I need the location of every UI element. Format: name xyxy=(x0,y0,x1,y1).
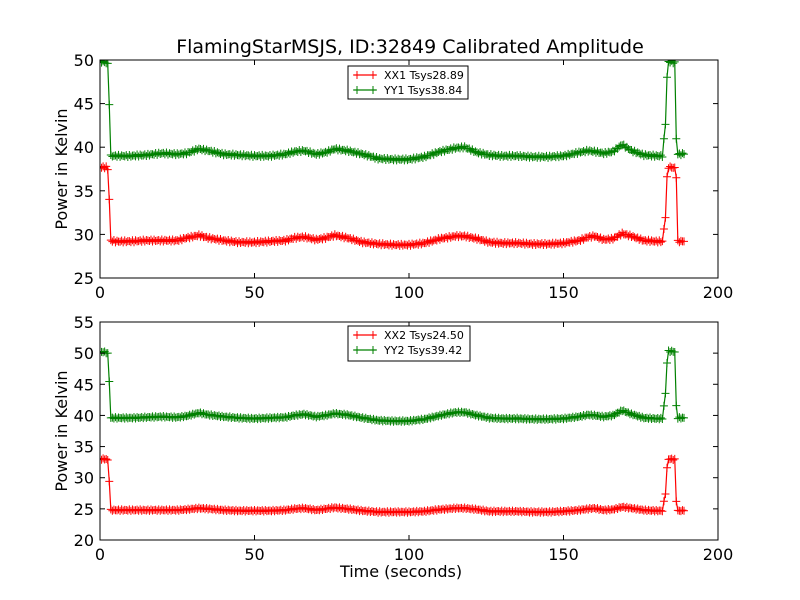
y-tick-label: 55 xyxy=(74,313,94,332)
chart-title: FlamingStarMSJS, ID:32849 Calibrated Amp… xyxy=(176,36,644,58)
series-markers xyxy=(100,60,689,165)
series-2-1 xyxy=(100,454,689,517)
legend-box xyxy=(347,325,471,362)
y-tick-label: 35 xyxy=(74,438,94,457)
legend: XX2 Tsys24.50 YY2 Tsys39.42 xyxy=(347,325,471,362)
x-tick-label: 200 xyxy=(703,545,734,564)
y-tick-label: 25 xyxy=(74,269,94,288)
x-tick-label: 0 xyxy=(95,283,105,302)
legend-box xyxy=(347,65,469,100)
y-tick-label: 20 xyxy=(74,531,94,550)
series-1-2 xyxy=(100,60,689,165)
x-axis-label: Time (seconds) xyxy=(339,562,462,581)
x-tick-label: 150 xyxy=(548,545,579,564)
x-tick-label: 200 xyxy=(703,283,734,302)
y-tick-label: 40 xyxy=(74,138,94,157)
y-tick-label: 50 xyxy=(74,51,94,70)
legend-entry-label: YY1 Tsys38.84 xyxy=(383,84,462,97)
legend-swatch-marker xyxy=(353,86,377,94)
legend-entry-label: XX2 Tsys24.50 xyxy=(384,329,464,342)
x-tick-label: 100 xyxy=(394,283,425,302)
subplot-2: 0 50 100 150 200 20 25 30 35 40 45 50 55 Power in Kel… xyxy=(52,313,733,581)
series-markers xyxy=(100,346,689,426)
y-tick-label: 40 xyxy=(74,406,94,425)
legend-swatch-marker xyxy=(353,71,377,79)
series-line xyxy=(100,457,685,514)
legend-entry-label: YY2 Tsys39.42 xyxy=(383,344,462,357)
y-tick-label: 30 xyxy=(74,225,94,244)
series-1-1 xyxy=(100,162,689,250)
series-2-2 xyxy=(100,346,689,426)
y-tick-label: 45 xyxy=(74,375,94,394)
series-markers xyxy=(100,454,689,517)
legend-entry-label: XX1 Tsys28.89 xyxy=(384,69,464,82)
x-tick-label: 150 xyxy=(548,283,579,302)
y-tick-label: 45 xyxy=(74,95,94,114)
y-tick-label: 25 xyxy=(74,500,94,519)
x-tick-label: 100 xyxy=(394,545,425,564)
subplot-1: 0 50 100 150 200 25 30 35 40 45 50 Power in Kelvin X… xyxy=(52,51,733,302)
legend-swatch-marker xyxy=(353,331,377,339)
x-tick-label: 50 xyxy=(244,545,264,564)
x-tick-label: 50 xyxy=(244,283,264,302)
x-tick-label: 0 xyxy=(95,545,105,564)
y-axis-label: Power in Kelvin xyxy=(52,370,71,491)
y-tick-label: 30 xyxy=(74,469,94,488)
y-tick-label: 35 xyxy=(74,182,94,201)
y-tick-label: 50 xyxy=(74,344,94,363)
series-markers xyxy=(100,162,689,250)
y-axis-label: Power in Kelvin xyxy=(52,108,71,229)
legend-swatch-marker xyxy=(353,346,377,354)
legend: XX1 Tsys28.89 YY1 Tsys38.84 xyxy=(347,65,469,100)
